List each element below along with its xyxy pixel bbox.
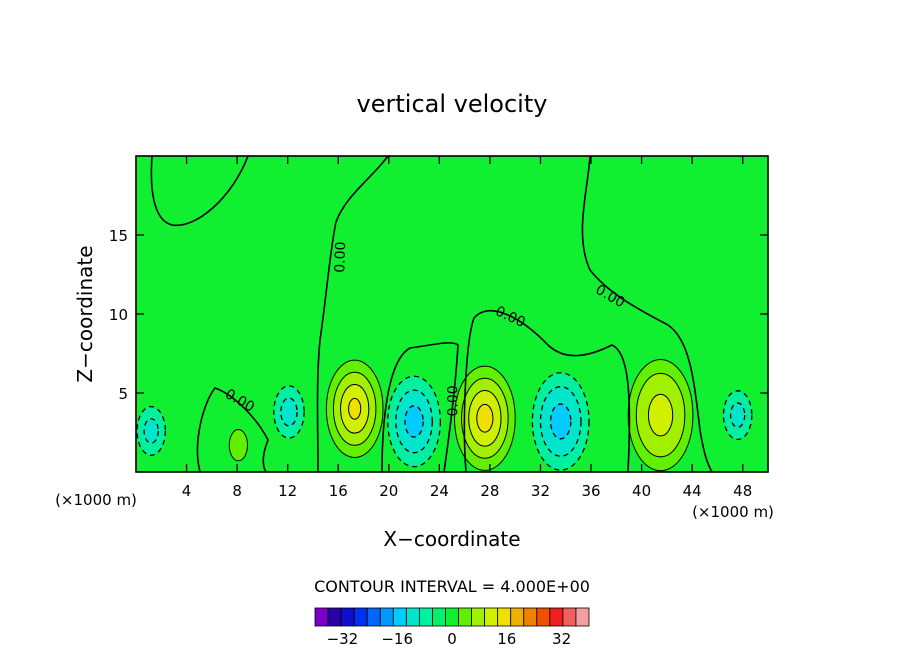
contour-cell-4	[280, 397, 298, 427]
colorbar-swatch-6	[392, 607, 407, 627]
contour-cell-11	[404, 405, 424, 438]
colorbar-swatch-13	[484, 607, 499, 627]
y-tick-label-0: 5	[118, 385, 128, 403]
contour-cell-21	[647, 393, 674, 437]
x-tick-label-4: 20	[379, 482, 398, 500]
x-tick-label-11: 48	[733, 482, 752, 500]
y-tick-label-2: 15	[109, 227, 128, 245]
colorbar-tick-label-4: 32	[552, 630, 571, 648]
x-unit-left: (×1000 m)	[55, 491, 137, 509]
colorbar-swatch-0	[314, 607, 329, 627]
colorbar-swatch-20	[575, 607, 590, 627]
colorbar-swatch-3	[353, 607, 368, 627]
zero-contour-lines	[150, 156, 713, 472]
x-tick-label-7: 32	[531, 482, 550, 500]
colorbar-swatch-14	[497, 607, 512, 627]
colorbar-swatch-11	[458, 607, 472, 627]
colorbar-swatch-2	[340, 607, 355, 627]
contour-cell-15	[476, 403, 494, 433]
colorbar-swatch-7	[405, 607, 420, 627]
x-tick-label-2: 12	[278, 482, 297, 500]
chart-title: vertical velocity	[357, 90, 548, 118]
colorbar-swatch-17	[536, 607, 551, 627]
x-tick-label-9: 40	[632, 482, 651, 500]
colorbar-tick-label-3: 16	[497, 630, 516, 648]
colorbar-tick-label-0: −32	[327, 630, 359, 648]
colorbar-swatch-5	[379, 607, 394, 627]
x-axis: 4 8 12 16 20 24 28 32 36 40 44 48	[182, 156, 752, 500]
colorbar-swatch-15	[510, 607, 525, 627]
zero-contour-midlevel	[463, 309, 631, 472]
contour-cell-18	[549, 403, 572, 440]
contour-cell-1	[143, 418, 159, 444]
colorbar: −32 −16 0 16 32	[314, 607, 590, 648]
x-tick-label-8: 36	[581, 482, 600, 500]
plot-area: 0.000.00 0.000.000.00 4 8 12 16 20 24 28 32 36 40 4…	[109, 155, 769, 500]
y-tick-label-1: 10	[109, 306, 128, 324]
zero-contour-central	[316, 156, 389, 472]
x-tick-label-3: 16	[329, 482, 348, 500]
colorbar-swatch-12	[471, 607, 486, 627]
y-axis-label: Z−coordinate	[73, 245, 97, 382]
contour-label-0: 0.00	[332, 241, 349, 273]
colorbar-swatch-10	[445, 607, 459, 627]
contour-cell-2	[228, 428, 248, 462]
x-axis-label: X−coordinate	[383, 527, 520, 551]
colorbar-tick-label-2: 0	[447, 630, 457, 648]
colorbar-title: CONTOUR INTERVAL = 4.000E+00	[314, 577, 590, 596]
zero-contour-top-left	[150, 156, 249, 227]
x-tick-label-5: 24	[430, 482, 449, 500]
colorbar-swatch-9	[432, 607, 446, 627]
colorbar-swatch-18	[549, 607, 564, 627]
colorbar-tick-label-1: −16	[381, 630, 413, 648]
x-tick-label-1: 8	[232, 482, 242, 500]
colorbar-swatch-19	[562, 607, 577, 627]
y-axis: 5 10 15	[109, 227, 768, 403]
contour-label-2: 0.00	[445, 385, 461, 416]
zero-contour-left-bump	[196, 387, 269, 472]
colorbar-swatch-1	[327, 607, 342, 627]
contour-fill-layer	[136, 359, 753, 472]
colorbar-swatch-16	[523, 607, 538, 627]
colorbar-swatch-4	[366, 607, 381, 627]
colorbar-swatch-8	[418, 607, 433, 627]
x-tick-label-0: 4	[182, 482, 192, 500]
zero-contour-right	[581, 156, 713, 472]
contour-cell-23	[729, 402, 746, 428]
contour-cell-8	[348, 397, 362, 420]
x-tick-label-10: 44	[683, 482, 702, 500]
x-tick-label-6: 28	[480, 482, 499, 500]
zero-contour-lower-mid	[381, 342, 459, 472]
x-unit-right: (×1000 m)	[692, 503, 774, 521]
